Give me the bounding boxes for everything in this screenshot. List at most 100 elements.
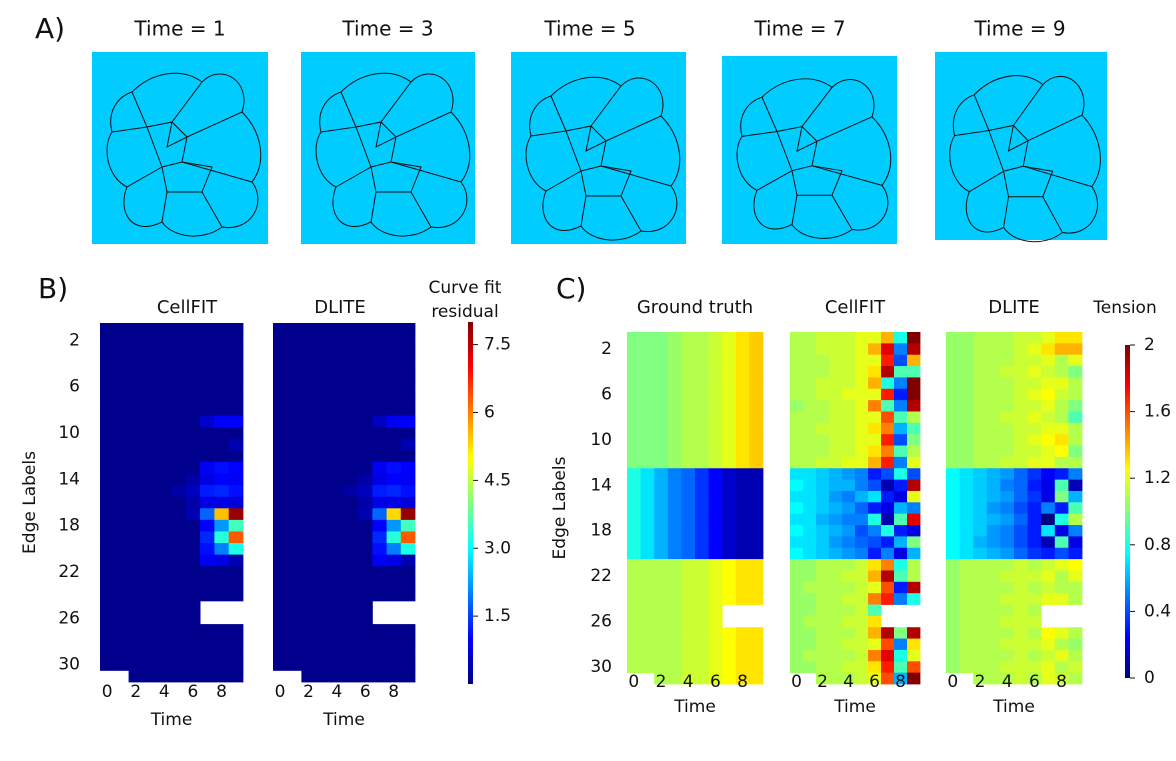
heat-cell: [894, 343, 908, 356]
heat-cell: [735, 661, 750, 674]
heat-cell: [695, 525, 709, 537]
heat-cell: [654, 661, 669, 674]
heat-cell: [816, 411, 830, 424]
heat-cell: [667, 411, 682, 424]
heat-cell: [829, 502, 843, 515]
heat-cell: [329, 415, 345, 428]
heat-cell: [329, 647, 345, 660]
heat-cell: [100, 543, 115, 556]
heat-cell: [128, 600, 144, 613]
x-tick-label: 8: [216, 682, 227, 702]
heat-cell: [640, 332, 655, 344]
heat-cell: [894, 581, 908, 594]
heat-cell: [640, 502, 655, 515]
heat-cell: [946, 332, 960, 344]
heat-cell: [128, 531, 144, 544]
heat-cell: [868, 661, 882, 674]
heat-cell: [273, 380, 288, 393]
heat-cell: [790, 456, 804, 469]
heat-cell: [386, 380, 402, 393]
heat-cell: [1014, 547, 1028, 560]
heat-cell: [287, 658, 302, 671]
heat-cell: [868, 536, 882, 549]
heat-cell: [171, 380, 187, 393]
heat-cell: [946, 490, 960, 503]
heat-cell: [722, 343, 737, 356]
heat-cell: [627, 354, 641, 367]
heat-cell: [894, 502, 908, 515]
heat-cell: [1027, 638, 1042, 651]
heat-cell: [627, 445, 641, 458]
heat-cell: [681, 456, 696, 469]
heat-cell: [816, 581, 830, 594]
heat-cell: [1014, 422, 1028, 435]
heat-cell: [907, 559, 921, 571]
y-tick-label: 22: [58, 562, 80, 582]
frame-title: Time = 3: [341, 17, 433, 41]
heat-cell: [1027, 400, 1042, 412]
heat-cell: [171, 612, 187, 625]
heat-cell: [816, 377, 830, 390]
heat-cell: [722, 434, 737, 446]
heat-cell: [157, 357, 172, 370]
heat-cell: [128, 612, 144, 625]
heat-cell: [1054, 377, 1069, 390]
heat-cell: [1014, 570, 1028, 583]
heat-cell: [358, 577, 373, 590]
heat-cell: [358, 450, 373, 463]
heat-cell: [1000, 593, 1015, 605]
heat-cell: [344, 519, 359, 532]
heat-cell: [654, 627, 669, 639]
heat-cell: [214, 346, 230, 359]
heat-cell: [881, 513, 895, 526]
heat-cell: [185, 519, 201, 532]
heat-cell: [681, 570, 696, 583]
x-tick-label: 6: [360, 682, 371, 702]
heat-cell: [214, 392, 230, 405]
heat-cell: [1068, 570, 1083, 583]
heat-cell: [986, 672, 1001, 685]
heat-cell: [214, 334, 230, 347]
heat-cell: [1000, 468, 1015, 481]
heat-cell: [1027, 604, 1042, 617]
heat-cell: [315, 392, 331, 405]
heat-cell: [315, 577, 331, 590]
heat-cell: [681, 366, 696, 378]
heat-cell: [214, 450, 230, 463]
heat-cell: [386, 543, 402, 556]
heat-cell: [654, 615, 669, 628]
heat-cell: [228, 392, 244, 405]
colorbar-tick-label: 4.5: [484, 470, 511, 490]
heat-cell: [1000, 547, 1015, 560]
heat-cell: [829, 570, 843, 583]
heat-cell: [973, 456, 988, 469]
heat-cell: [973, 434, 988, 446]
heat-cell: [329, 404, 345, 417]
heat-cell: [315, 554, 331, 567]
heat-cell: [640, 525, 655, 537]
heat-cell: [1041, 479, 1056, 492]
heat-cell: [842, 332, 856, 344]
heat-cell: [358, 380, 373, 393]
heat-cell: [640, 581, 655, 594]
heat-cell: [1014, 672, 1028, 685]
heat-cell: [358, 346, 373, 359]
heat-cell: [627, 434, 641, 446]
heat-cell: [681, 627, 696, 639]
heat-cell: [881, 377, 895, 390]
heat-cell: [214, 508, 230, 521]
map-title: Ground truth: [637, 297, 753, 318]
heat-cell: [142, 485, 158, 498]
heat-cell: [1027, 559, 1042, 571]
heat-cell: [708, 525, 723, 537]
heat-cell: [358, 461, 373, 474]
heat-cell: [790, 593, 804, 605]
heat-cell: [695, 422, 709, 435]
heat-cell: [722, 638, 737, 651]
heat-cell: [894, 434, 908, 446]
heat-cell: [214, 438, 230, 451]
heat-cell: [1000, 615, 1015, 628]
heat-cell: [386, 485, 402, 498]
heat-cell: [627, 456, 641, 469]
heat-cell: [829, 377, 843, 390]
